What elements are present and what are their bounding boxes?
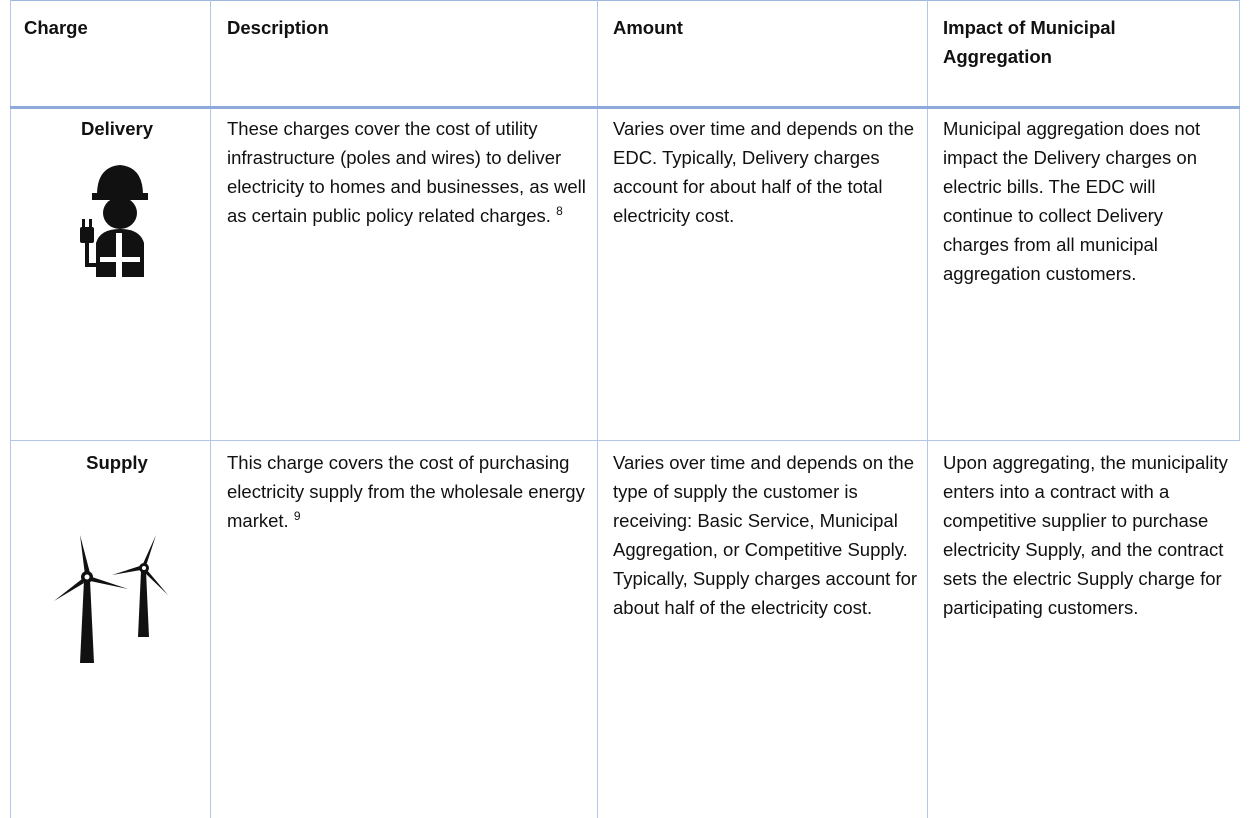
- description-text: These charges cover the cost of utility …: [227, 118, 586, 226]
- footnote: 9: [293, 508, 301, 523]
- charge-name: Supply: [86, 452, 148, 473]
- wind-turbine-icon: [54, 535, 168, 663]
- worker-icon: [80, 165, 148, 277]
- header-cell: Description: [227, 17, 329, 38]
- column-border: [1239, 0, 1240, 440]
- header-cell: Amount: [613, 17, 683, 38]
- description: These charges cover the cost of utility …: [227, 114, 587, 230]
- column-border: [10, 0, 11, 818]
- header-cell: Charge: [24, 17, 88, 38]
- table-top-border: [10, 0, 1240, 1]
- header-border: [10, 106, 1240, 109]
- charge-name: Delivery: [81, 118, 153, 139]
- footnote: 8: [556, 203, 563, 218]
- column-border: [597, 0, 598, 818]
- impact: Municipal aggregation does not impact th…: [943, 118, 1201, 284]
- impact: Upon aggregating, the municipality enter…: [943, 452, 1228, 618]
- row-border: [10, 440, 1240, 441]
- amount: Varies over time and depends on the type…: [613, 452, 918, 618]
- description-text: This charge covers the cost of purchasin…: [227, 452, 585, 531]
- header-cell: Impact of Municipal Aggregation: [943, 17, 1116, 67]
- column-border: [210, 0, 211, 818]
- description: This charge covers the cost of purchasin…: [227, 448, 587, 535]
- amount: Varies over time and depends on the EDC.…: [613, 118, 914, 226]
- column-border: [927, 0, 928, 818]
